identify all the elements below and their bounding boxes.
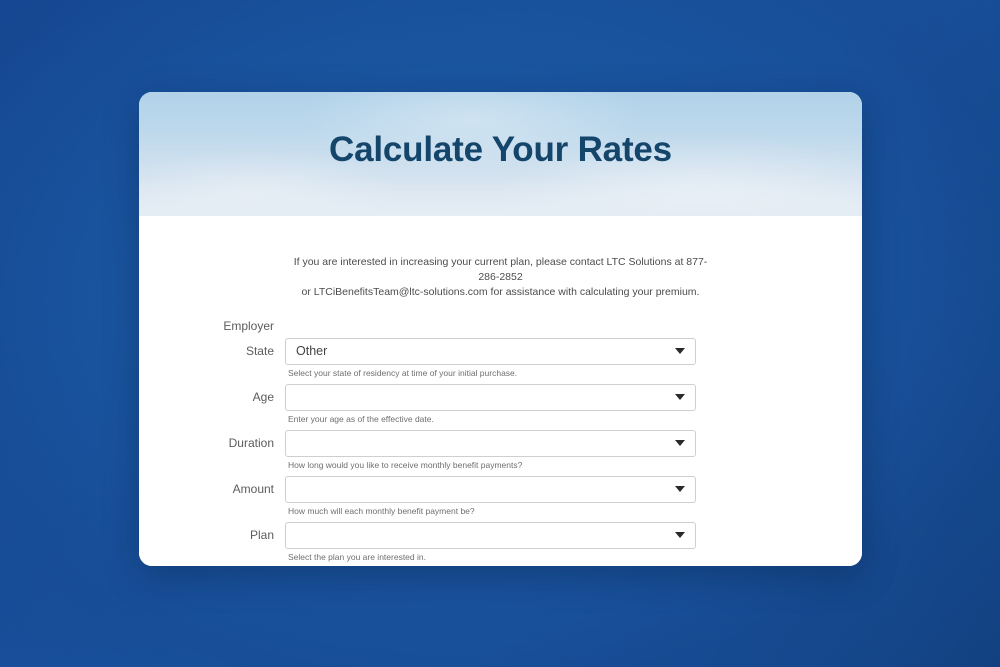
- duration-field-column: How long would you like to receive month…: [285, 429, 696, 471]
- rate-form: Employer State Other Select your state o…: [139, 319, 862, 563]
- form-row-amount: Amount How much will each monthly benefi…: [139, 475, 862, 517]
- employer-label: Employer: [223, 318, 274, 333]
- chevron-down-icon: [675, 440, 685, 447]
- amount-select[interactable]: [285, 475, 696, 503]
- plan-label: Plan: [249, 527, 274, 542]
- state-field-column: Other Select your state of residency at …: [285, 337, 696, 379]
- age-help-text: Enter your age as of the effective date.: [288, 413, 434, 424]
- form-row-plan: Plan Select the plan you are interested …: [139, 521, 862, 563]
- intro-text-line-2: or LTCiBenefitsTeam@ltc-solutions.com fo…: [301, 286, 700, 299]
- form-row-duration: Duration How long would you like to rece…: [139, 429, 862, 471]
- amount-field-column: How much will each monthly benefit payme…: [285, 475, 696, 517]
- age-select[interactable]: [285, 383, 696, 411]
- state-help-text: Select your state of residency at time o…: [288, 367, 518, 378]
- duration-select[interactable]: [285, 429, 696, 457]
- state-label: State: [245, 343, 274, 358]
- age-label: Age: [252, 389, 274, 404]
- rate-calculator-card: Calculate Your Rates If you are interest…: [139, 92, 862, 566]
- duration-help-text: How long would you like to receive month…: [288, 459, 523, 470]
- amount-help-text: How much will each monthly benefit payme…: [288, 505, 475, 516]
- card-body: If you are interested in increasing your…: [139, 216, 862, 566]
- age-field-column: Enter your age as of the effective date.: [285, 383, 696, 425]
- intro-text-line-1: If you are interested in increasing your…: [293, 256, 708, 284]
- plan-select[interactable]: [285, 521, 696, 549]
- form-row-state: State Other Select your state of residen…: [139, 337, 862, 379]
- card-header-banner: Calculate Your Rates: [139, 92, 862, 216]
- chevron-down-icon: [675, 532, 685, 539]
- plan-field-column: Select the plan you are interested in.: [285, 521, 696, 563]
- state-select[interactable]: Other: [285, 337, 696, 365]
- chevron-down-icon: [675, 348, 685, 355]
- chevron-down-icon: [675, 394, 685, 401]
- form-row-age: Age Enter your age as of the effective d…: [139, 383, 862, 425]
- intro-text: If you are interested in increasing your…: [291, 240, 711, 301]
- state-select-value: Other: [296, 344, 328, 359]
- page-title: Calculate Your Rates: [329, 130, 672, 169]
- plan-help-text: Select the plan you are interested in.: [288, 551, 426, 562]
- form-row-employer: Employer: [139, 319, 862, 333]
- duration-label: Duration: [228, 435, 274, 450]
- chevron-down-icon: [675, 486, 685, 493]
- amount-label: Amount: [232, 481, 274, 496]
